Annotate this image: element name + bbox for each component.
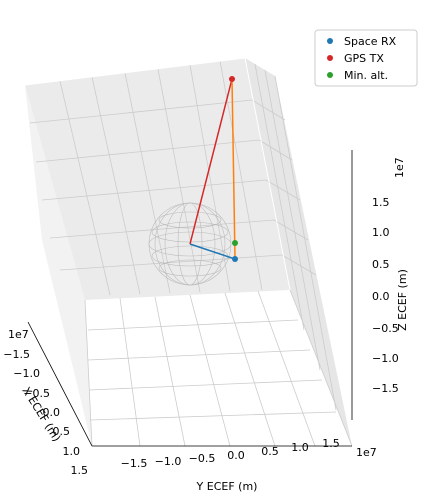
point-min-alt bbox=[232, 240, 238, 246]
legend-label-space-rx: Space RX bbox=[344, 35, 397, 48]
x-offset: 1e7 bbox=[8, 328, 29, 341]
z-tick: −0.5 bbox=[372, 322, 399, 335]
z-tick: −1.5 bbox=[372, 382, 399, 395]
legend-label-gps-tx: GPS TX bbox=[344, 52, 384, 65]
point-gps-tx bbox=[229, 76, 235, 82]
y-tick: −0.5 bbox=[189, 452, 216, 465]
z-tick: 0.0 bbox=[372, 290, 390, 303]
legend-label-min-alt: Min. alt. bbox=[344, 69, 388, 82]
y-offset: 1e7 bbox=[356, 446, 377, 459]
z-tick: 0.5 bbox=[372, 258, 390, 271]
back-pane bbox=[25, 58, 290, 300]
y-ticks: −1.5 −1.0 −0.5 0.0 0.5 1.0 1.5 bbox=[121, 437, 340, 470]
legend-box bbox=[314, 29, 418, 87]
z-axis-label: Z ECEF (m) bbox=[396, 269, 409, 331]
x-tick: 0.0 bbox=[43, 406, 61, 419]
y-axis-label: Y ECEF (m) bbox=[196, 480, 258, 493]
grid-floor bbox=[84, 289, 353, 447]
earth-wireframe bbox=[148, 202, 232, 286]
line-origin-space-rx bbox=[189, 243, 236, 260]
y-tick: 0.5 bbox=[261, 445, 279, 458]
y-tick: −1.5 bbox=[121, 457, 148, 470]
z-ticks: 1.5 1.0 0.5 0.0 −0.5 −1.0 −1.5 bbox=[372, 196, 399, 395]
axis-lines bbox=[27, 150, 353, 447]
grid-back bbox=[29, 60, 283, 296]
x-ticks: −1.5 −1.0 −0.5 0.0 0.5 1.0 1.5 bbox=[3, 348, 88, 477]
x-tick: 1.0 bbox=[63, 445, 81, 458]
legend: Space RX GPS TX Min. alt. bbox=[314, 29, 418, 87]
x-tick: 1.5 bbox=[71, 464, 89, 477]
z-tick: −1.0 bbox=[372, 352, 399, 365]
y-tick: −1.0 bbox=[155, 455, 182, 468]
line-gps-tx-space-rx bbox=[231, 78, 236, 260]
pane-edges bbox=[24, 57, 291, 291]
left-pane bbox=[25, 85, 92, 446]
point-space-rx bbox=[232, 256, 238, 262]
legend-marker-min-alt bbox=[327, 72, 333, 78]
legend-marker-gps-tx bbox=[327, 55, 333, 61]
z-tick: 1.0 bbox=[372, 226, 390, 239]
z-offset: 1e7 bbox=[393, 157, 406, 178]
legend-marker-space-rx bbox=[327, 38, 333, 44]
y-tick: 0.0 bbox=[227, 449, 245, 462]
y-tick: 1.0 bbox=[291, 441, 309, 454]
x-tick: 0.5 bbox=[53, 425, 71, 438]
line-origin-gps-tx bbox=[189, 78, 233, 245]
y-tick: 1.5 bbox=[322, 437, 340, 450]
x-tick: −1.5 bbox=[3, 348, 30, 361]
x-tick: −0.5 bbox=[23, 387, 50, 400]
z-tick: 1.5 bbox=[372, 196, 390, 209]
x-tick: −1.0 bbox=[13, 367, 40, 380]
grid-right bbox=[251, 63, 337, 411]
